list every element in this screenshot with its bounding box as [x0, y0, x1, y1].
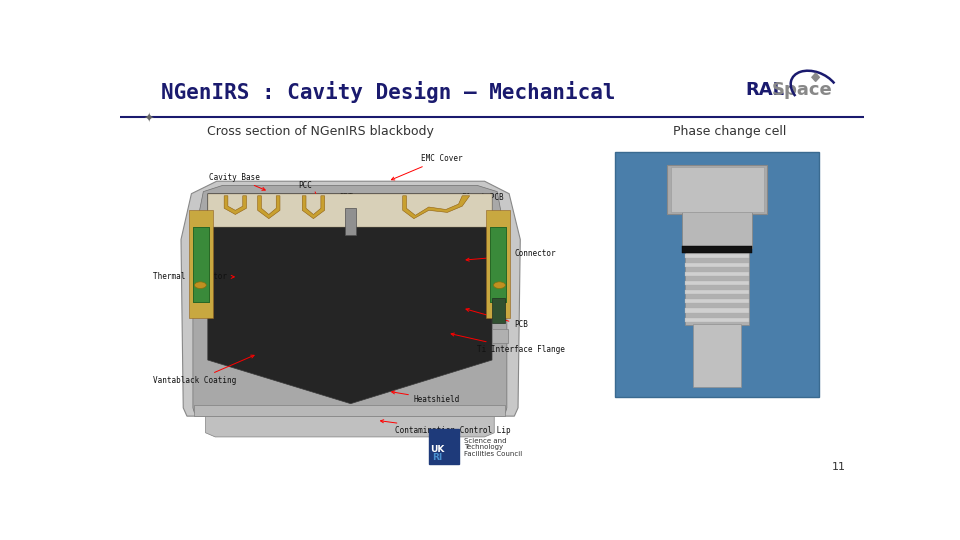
Text: Ti Interface Flange: Ti Interface Flange — [451, 333, 565, 354]
Bar — [189, 210, 213, 319]
Bar — [685, 272, 749, 276]
Bar — [685, 254, 749, 258]
Bar — [685, 308, 749, 313]
Text: Vantablack Coating: Vantablack Coating — [154, 355, 254, 386]
Text: 11: 11 — [831, 462, 846, 472]
Polygon shape — [207, 194, 492, 404]
Polygon shape — [205, 416, 494, 437]
Polygon shape — [207, 194, 492, 227]
Text: Science and: Science and — [464, 438, 506, 444]
Text: PRT: PRT — [340, 193, 353, 211]
Bar — [614, 152, 820, 397]
Text: NGenIRS : Cavity Design – Mechanical: NGenIRS : Cavity Design – Mechanical — [161, 81, 615, 103]
Polygon shape — [403, 196, 469, 219]
Text: Flexi PCB: Flexi PCB — [433, 193, 504, 208]
Bar — [693, 324, 741, 387]
Bar — [670, 167, 763, 212]
Text: Contamination Control Lip: Contamination Control Lip — [380, 420, 511, 435]
Polygon shape — [302, 196, 324, 219]
Bar — [490, 227, 506, 302]
Text: PCC: PCC — [299, 181, 317, 195]
Bar — [194, 404, 505, 416]
Bar — [346, 208, 356, 235]
Text: RAL: RAL — [745, 81, 784, 99]
Text: Connector: Connector — [467, 249, 556, 261]
Circle shape — [194, 282, 206, 288]
Bar — [193, 227, 209, 302]
Text: Technology: Technology — [464, 444, 503, 450]
Text: Heatshield: Heatshield — [392, 391, 460, 404]
Text: ✦: ✦ — [143, 112, 154, 125]
Bar — [429, 429, 459, 464]
Bar — [685, 318, 749, 322]
Polygon shape — [225, 196, 247, 214]
Bar — [682, 212, 753, 248]
Bar — [492, 298, 505, 322]
Polygon shape — [257, 196, 280, 219]
Polygon shape — [181, 181, 520, 416]
Bar — [685, 290, 749, 294]
Bar — [685, 263, 749, 267]
Bar — [682, 246, 753, 253]
Bar — [193, 227, 209, 302]
Text: Thermal Isolator: Thermal Isolator — [154, 272, 234, 281]
Text: EMC Cover: EMC Cover — [392, 154, 463, 180]
Text: Cavity Base: Cavity Base — [209, 173, 265, 190]
Polygon shape — [193, 185, 507, 413]
Text: Space: Space — [772, 81, 832, 99]
Bar — [685, 281, 749, 285]
Text: UK: UK — [430, 445, 444, 454]
Text: PCB: PCB — [466, 308, 528, 329]
Bar — [492, 329, 509, 343]
Text: RI: RI — [432, 453, 442, 462]
Circle shape — [493, 282, 505, 288]
Bar — [685, 299, 749, 303]
Text: Facilities Council: Facilities Council — [464, 450, 522, 457]
Bar — [685, 252, 749, 325]
Text: Cross section of NGenIRS blackbody: Cross section of NGenIRS blackbody — [207, 125, 434, 138]
Bar — [486, 210, 510, 319]
Bar — [490, 227, 506, 302]
Bar — [667, 165, 767, 214]
Text: Phase change cell: Phase change cell — [673, 125, 787, 138]
Polygon shape — [812, 73, 820, 82]
